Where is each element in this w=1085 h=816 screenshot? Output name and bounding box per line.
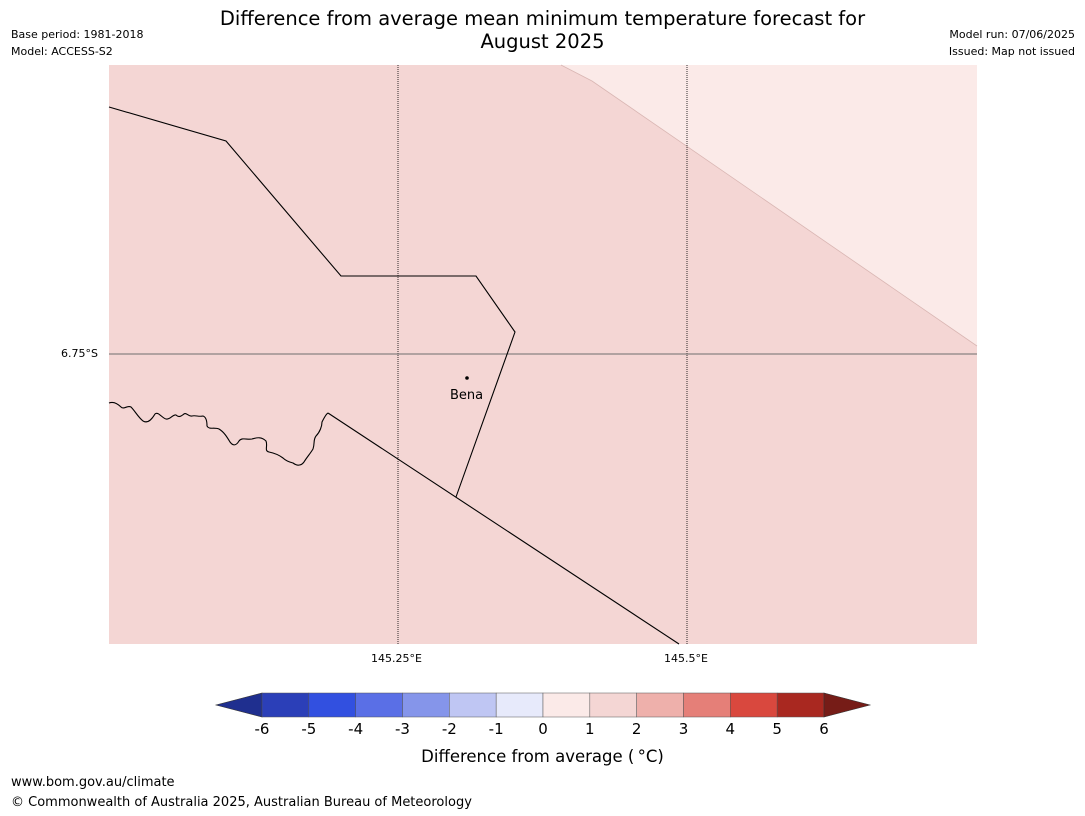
- colorbar-segment: [776, 692, 825, 718]
- map-title-line2: August 2025: [480, 30, 605, 53]
- header-meta-right: Model run: 07/06/2025 Issued: Map not is…: [949, 26, 1075, 60]
- base-period-text: Base period: 1981-2018: [11, 28, 144, 41]
- colorbar-tick: 3: [678, 720, 689, 738]
- colorbar-segment: [542, 692, 591, 718]
- footer-copyright: © Commonwealth of Australia 2025, Austra…: [11, 795, 472, 810]
- colorbar-tick: -3: [395, 720, 410, 738]
- bena-label: Bena: [450, 388, 484, 403]
- colorbar-tick: 4: [725, 720, 736, 738]
- colorbar-label: Difference from average ( °C): [421, 747, 664, 766]
- coastline: [108, 401, 329, 466]
- colorbar-segment: [402, 692, 450, 718]
- colorbar-segment: [683, 692, 731, 718]
- colorbar-extend-low: [214, 692, 263, 718]
- map-title-line1: Difference from average mean minimum tem…: [219, 7, 866, 30]
- colorbar: [214, 692, 872, 718]
- model-text: Model: ACCESS-S2: [11, 45, 113, 58]
- colorbar-tick: 0: [538, 720, 548, 738]
- colorbar-tick: -5: [301, 720, 317, 738]
- colorbar-segment: [495, 692, 544, 718]
- colorbar-tick: -6: [254, 720, 270, 738]
- colorbar-segment: [636, 692, 684, 718]
- colorbar-tick: -1: [488, 720, 504, 738]
- longitude-label-145-25: 145.25°E: [371, 652, 422, 665]
- colorbar-segment: [261, 692, 310, 718]
- colorbar-segments: [261, 692, 825, 718]
- colorbar-tick: -2: [441, 720, 457, 738]
- anomaly-band-lighter: [561, 65, 977, 346]
- latitude-label: 6.75°S: [61, 347, 98, 360]
- footer-url[interactable]: www.bom.gov.au/climate: [11, 775, 175, 790]
- map-title: Difference from average mean minimum tem…: [0, 7, 1085, 53]
- colorbar-segment: [449, 692, 497, 718]
- colorbar-tick: 1: [585, 720, 595, 738]
- province-boundary: [108, 106, 516, 498]
- longitude-label-145-5: 145.5°E: [664, 652, 708, 665]
- colorbar-segment: [308, 692, 356, 718]
- colorbar-segment: [730, 692, 778, 718]
- colorbar-tick: -4: [348, 720, 364, 738]
- anomaly-band-edge: [560, 64, 978, 347]
- colorbar-tick: 5: [772, 720, 782, 738]
- issued-text: Issued: Map not issued: [948, 45, 1075, 58]
- colorbar-tick: 2: [631, 720, 642, 738]
- province-boundary-south: [327, 412, 680, 645]
- model-run-text: Model run: 07/06/2025: [949, 28, 1075, 41]
- colorbar-segment: [355, 692, 403, 718]
- colorbar-tick: 6: [819, 720, 829, 738]
- colorbar-extend-high: [823, 692, 872, 718]
- colorbar-segment: [589, 692, 637, 718]
- header-meta-left: Base period: 1981-2018 Model: ACCESS-S2: [11, 26, 143, 60]
- bena-marker: [465, 376, 469, 380]
